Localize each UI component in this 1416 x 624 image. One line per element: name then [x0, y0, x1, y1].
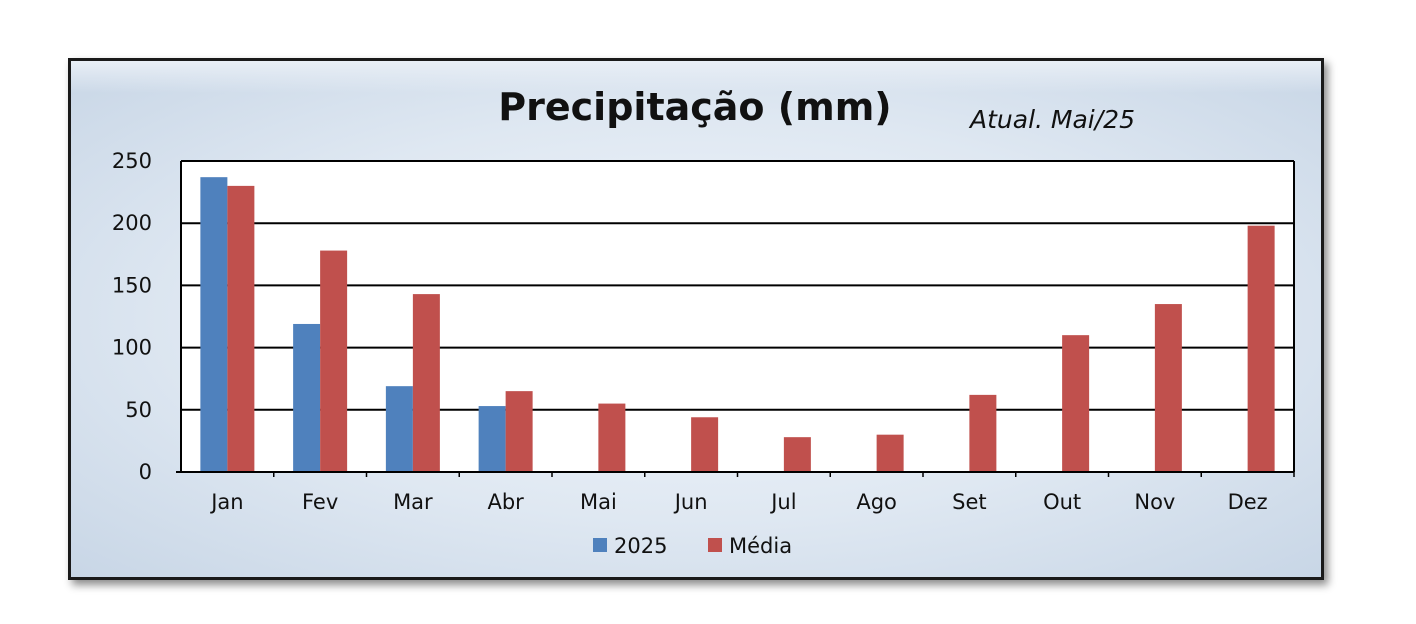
bar-2025-abr	[478, 406, 506, 472]
x-tick-label: Jan	[209, 490, 243, 514]
bar-media-abr	[505, 391, 533, 472]
axes	[176, 161, 1295, 477]
bar-media-mai	[598, 403, 626, 472]
y-tick-label: 50	[125, 398, 152, 422]
x-tick-label: Ago	[856, 490, 897, 514]
x-tick-label: Mar	[393, 490, 433, 514]
bar-media-dez	[1247, 225, 1275, 472]
x-tick-label: Out	[1043, 490, 1081, 514]
bar-2025-mar	[385, 386, 413, 472]
grid-lines	[181, 160, 1294, 411]
y-tick-label: 250	[112, 149, 152, 173]
bars	[200, 177, 1275, 472]
y-tick-label: 100	[112, 336, 152, 360]
plot-area	[181, 161, 1294, 472]
bar-2025-jan	[200, 177, 228, 472]
bar-media-jan	[227, 185, 255, 472]
y-tick-label: 0	[139, 460, 152, 484]
x-tick-labels: Jan Fev Mar Abr Mai Jun Jul Ago Set Out Nov Dez	[209, 490, 1268, 514]
legend-label: 2025	[614, 534, 667, 558]
x-tick-label: Abr	[487, 490, 524, 514]
bar-media-mar	[412, 294, 440, 472]
y-tick-label: 200	[112, 211, 152, 235]
bar-media-jun	[691, 417, 719, 472]
update-note: Atual. Mai/25	[968, 105, 1135, 134]
bar-media-fev	[320, 250, 348, 472]
y-tick-label: 150	[112, 273, 152, 297]
x-tick-label: Set	[952, 490, 986, 514]
chart-title: Precipitação (mm)	[498, 85, 891, 129]
bar-media-ago	[876, 434, 904, 472]
bar-media-out	[1062, 335, 1090, 472]
x-tick-label: Fev	[302, 490, 338, 514]
bar-media-nov	[1154, 304, 1182, 472]
x-tick-label: Dez	[1228, 490, 1268, 514]
bar-media-set	[969, 394, 997, 472]
legend-swatch	[708, 538, 722, 552]
x-tick-label: Nov	[1134, 490, 1175, 514]
bar-2025-fev	[293, 323, 321, 472]
x-tick-label: Mai	[580, 490, 617, 514]
legend-label: Média	[729, 534, 792, 558]
legend-swatch	[593, 538, 607, 552]
legend: 2025 Média	[593, 534, 792, 558]
x-tick-label: Jul	[769, 490, 796, 514]
bar-media-jul	[783, 437, 811, 472]
frame-bevel	[71, 61, 1321, 93]
x-tick-label: Jun	[673, 490, 708, 514]
y-tick-labels: 0 50 100 150 200 250	[112, 149, 152, 484]
